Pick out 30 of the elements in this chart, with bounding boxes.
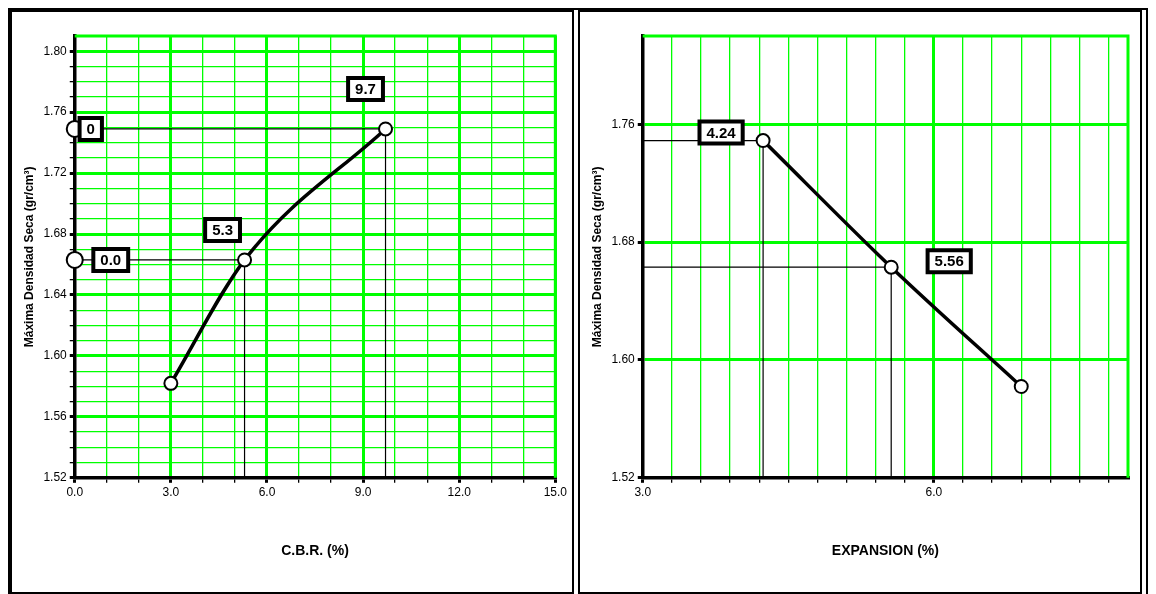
x-tick-label: 6.0 <box>258 485 276 500</box>
x-tick-label: 9.0 <box>354 485 372 500</box>
x-tick-label: 3.0 <box>634 485 652 500</box>
y-tick-label: 1.80 <box>43 43 68 58</box>
annotation: 5.56 <box>934 252 964 270</box>
y-tick-label: 1.64 <box>43 287 68 302</box>
y-tick-label: 1.60 <box>43 348 68 363</box>
y-axis-title: Máxima Densidad Seca (gr/cm³) <box>21 166 36 348</box>
x-tick-label: 6.0 <box>925 485 943 500</box>
y-tick-label: 1.60 <box>611 352 636 367</box>
x-tick-label: 12.0 <box>447 485 472 500</box>
annotation: 0 <box>86 120 95 138</box>
y-tick-label: 1.52 <box>43 470 68 485</box>
x-tick-label: 3.0 <box>162 485 180 500</box>
y-tick-label: 1.68 <box>611 234 636 249</box>
x-axis-title: EXPANSION (%) <box>831 542 939 559</box>
annotation: 0.0 <box>100 251 122 269</box>
x-tick-label: 0.0 <box>66 485 84 500</box>
y-tick-label: 1.72 <box>43 165 68 180</box>
annotation: 4.24 <box>706 123 737 141</box>
y-axis-title: Máxima Densidad Seca (gr/cm³) <box>589 166 604 348</box>
y-tick-label: 1.76 <box>43 104 68 119</box>
annotation: 9.7 <box>355 80 376 98</box>
y-tick-label: 1.76 <box>611 116 636 131</box>
y-tick-label: 1.56 <box>43 409 68 424</box>
annotation: 5.3 <box>212 221 233 239</box>
x-tick-label: 15.0 <box>543 485 568 500</box>
y-tick-label: 1.52 <box>611 470 636 485</box>
x-axis-title: C.B.R. (%) <box>281 542 349 559</box>
y-tick-label: 1.68 <box>43 226 68 241</box>
